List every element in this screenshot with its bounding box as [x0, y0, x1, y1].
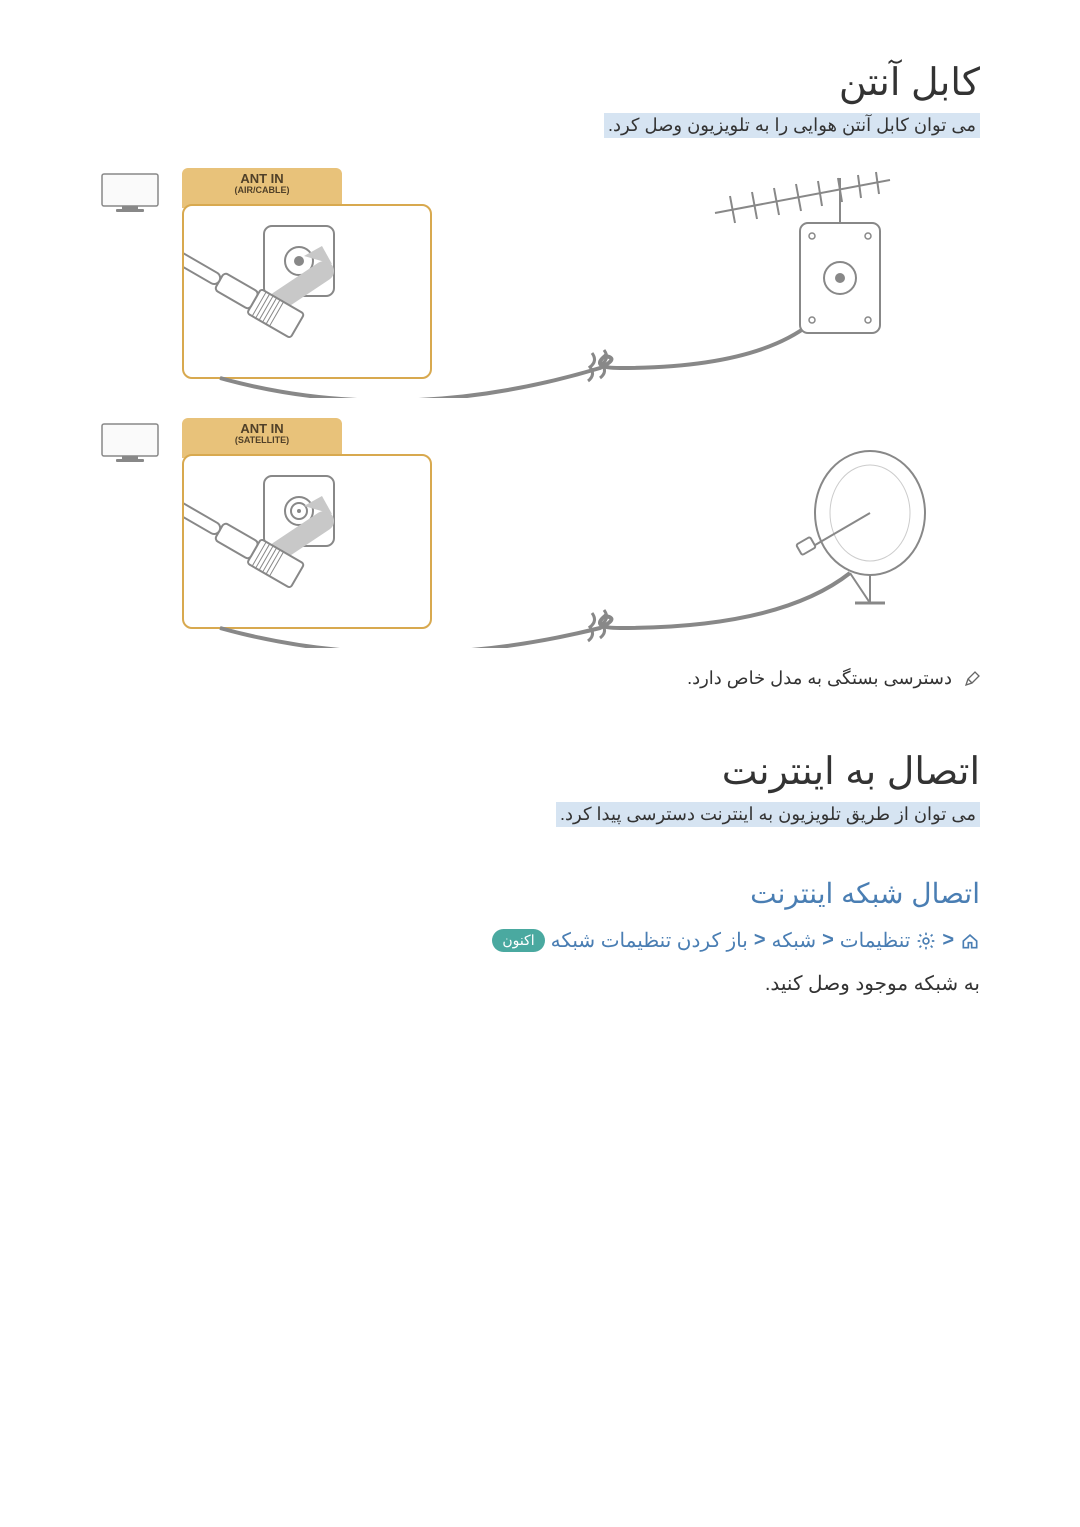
chevron-icon: <	[822, 929, 834, 952]
note-text: دسترسی بستگی به مدل خاص دارد.	[687, 668, 952, 689]
internet-subtitle: می توان از طریق تلویزیون به اینترنت دستر…	[556, 802, 980, 827]
antenna-diagram-area: ANT IN (AIR/CABLE)	[100, 168, 980, 648]
port-label-air: ANT IN (AIR/CABLE)	[182, 168, 342, 208]
port-illustration	[184, 206, 434, 381]
tv-icon	[100, 172, 160, 214]
crumb-open: باز کردن تنظیمات شبکه	[551, 928, 748, 953]
crumb-settings: تنظیمات	[840, 928, 911, 953]
diagram-satellite: ANT IN (SATELLITE)	[100, 418, 980, 648]
settings-breadcrumb: < تنظیمات < شبکه < باز کردن تنظیمات شبکه…	[100, 928, 980, 953]
diagram-air-cable: ANT IN (AIR/CABLE)	[100, 168, 980, 398]
pencil-icon	[964, 671, 980, 687]
port-illustration-sat	[184, 456, 434, 631]
crumb-network: شبکه	[772, 928, 817, 953]
port-line1: ANT IN	[240, 421, 283, 436]
tv-icon	[100, 422, 160, 464]
port-line2: (SATELLITE)	[182, 436, 342, 446]
port-label-sat: ANT IN (SATELLITE)	[182, 418, 342, 458]
chevron-icon: <	[942, 929, 954, 952]
model-note: دسترسی بستگی به مدل خاص دارد.	[100, 668, 980, 689]
home-icon	[960, 931, 980, 951]
internet-body: به شبکه موجود وصل کنید.	[100, 971, 980, 996]
antenna-title: کابل آنتن	[100, 60, 980, 105]
port-line1: ANT IN	[240, 171, 283, 186]
port-box-sat	[182, 454, 432, 629]
chevron-icon: <	[754, 929, 766, 952]
internet-heading: اتصال شبکه اینترنت	[100, 877, 980, 910]
antenna-subtitle: می توان کابل آنتن هوایی را به تلویزیون و…	[604, 113, 980, 138]
try-now-badge[interactable]: اکنون	[492, 929, 544, 952]
port-line2: (AIR/CABLE)	[182, 186, 342, 196]
gear-icon	[916, 931, 936, 951]
internet-title: اتصال به اینترنت	[100, 749, 980, 794]
port-box-air	[182, 204, 432, 379]
